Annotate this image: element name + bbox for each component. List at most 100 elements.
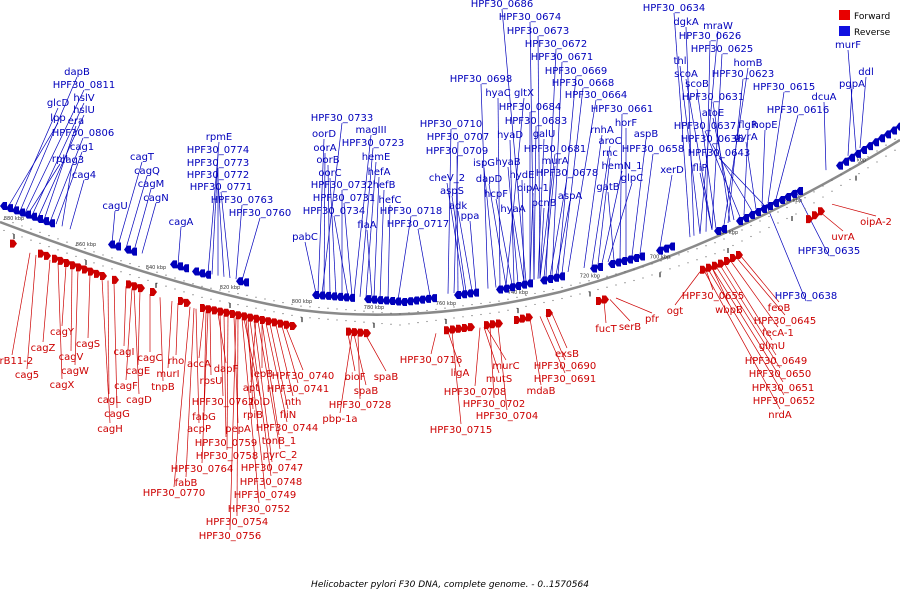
scale-tick-label: 860 kbp (76, 242, 96, 248)
minor-tick (624, 282, 626, 284)
forward-gene-label-exsb: exsB (555, 349, 579, 360)
minor-tick (768, 215, 770, 218)
minor-tick (183, 291, 185, 293)
minor-tick (507, 298, 509, 300)
minor-tick (732, 244, 734, 247)
reverse-gene-label-lpp: lpp (50, 113, 65, 124)
reverse-leader-hpf30-0668 (561, 87, 584, 274)
forward-gene-label-hpf30-0744: HPF30_0744 (256, 423, 318, 434)
reverse-gene-label-hpf30-0718: HPF30_0718 (380, 206, 442, 217)
forward-gene-label-hpf30-0741: HPF30_0741 (267, 384, 329, 395)
reverse-gene-label-dapd: dapD (476, 174, 503, 185)
reverse-leader-hefb (379, 189, 385, 299)
reverse-gene-label-hpf30-0683: HPF30_0683 (505, 116, 567, 127)
forward-leader-murc (485, 326, 507, 361)
minor-tick (3, 229, 5, 232)
reverse-gene-feature (114, 242, 121, 251)
forward-gene-label-liga: ligA (451, 368, 470, 379)
reverse-leader-hpf30-0774 (211, 154, 219, 275)
forward-gene-label-serb: serB (619, 322, 641, 333)
reverse-gene-label-hpf30-0698: HPF30_0698 (450, 74, 512, 85)
forward-gene-label-fold: folD (250, 397, 270, 408)
forward-leader-cagz (42, 259, 51, 343)
reverse-gene-label-murf: murF (835, 40, 861, 51)
forward-gene-label-apt: apt (243, 383, 259, 394)
reverse-leader-gatb (607, 191, 615, 261)
reverse-gene-feature (124, 245, 131, 254)
forward-gene-feature (712, 261, 719, 270)
forward-leader-fold (243, 318, 261, 397)
forward-gene-feature (224, 308, 231, 317)
forward-gene-label-hpf30-0754: HPF30_0754 (206, 517, 268, 528)
forward-leader-cagx (57, 262, 63, 380)
scale-tick-label: 820 kbp (220, 285, 240, 291)
reverse-gene-label-hyaa: hyaA (500, 204, 525, 215)
reverse-gene-feature (748, 211, 755, 219)
reverse-gene-label-hpf30-0684: HPF30_0684 (499, 102, 561, 113)
forward-gene-feature (596, 297, 603, 305)
scale-tick-label: 780 kbp (364, 305, 384, 311)
reverse-gene-feature (638, 252, 645, 261)
reverse-leader-pcnb (539, 207, 545, 279)
reverse-leader-hpf30-0698 (480, 83, 489, 289)
minor-tick (894, 149, 896, 151)
forward-leader-cagl (107, 280, 110, 395)
minor-tick (39, 231, 41, 233)
minor-tick (732, 233, 734, 236)
reverse-gene-feature (312, 290, 319, 299)
reverse-gene-feature (318, 291, 325, 300)
forward-gene-feature (284, 320, 291, 329)
reverse-gene-label-pabc: pabC (292, 232, 318, 243)
minor-tick (588, 291, 590, 293)
reverse-gene-label-cag4: cag4 (72, 170, 96, 181)
minor-tick (399, 324, 401, 326)
forward-gene-feature (38, 249, 45, 258)
reverse-leader-cagq (125, 175, 148, 249)
reverse-leader-caga (177, 226, 182, 265)
reverse-leader-dapd (488, 183, 507, 286)
reverse-gene-label-rnha: rnhA (590, 125, 614, 136)
scale-tick-label: 700 kbp (650, 254, 670, 260)
forward-gene-label-cagg: cagG (104, 409, 130, 420)
forward-gene-feature (254, 314, 261, 323)
reverse-gene-feature (662, 244, 669, 253)
reverse-gene-label-hpf30-0732: HPF30_0732 (311, 180, 373, 191)
forward-leader-pfr (615, 297, 653, 314)
forward-gene-feature (70, 261, 77, 270)
minor-tick (858, 162, 860, 164)
reverse-gene-feature (668, 242, 675, 251)
forward-gene-feature (272, 318, 279, 327)
forward-gene-label-cagd: cagD (126, 395, 152, 406)
minor-tick (174, 288, 176, 290)
forward-leader-cagg (113, 282, 118, 409)
reverse-gene-feature (12, 206, 19, 215)
reverse-gene-label-hpf30-0635: HPF30_0635 (798, 246, 860, 257)
reverse-gene-label-era: era (68, 116, 84, 127)
reverse-gene-feature (860, 146, 867, 154)
reverse-leader-rpme (207, 141, 220, 274)
minor-tick (615, 284, 617, 286)
reverse-leader-dapb (19, 76, 78, 212)
reverse-gene-feature (508, 283, 515, 292)
minor-tick (192, 283, 194, 285)
minor-tick (210, 298, 212, 300)
reverse-gene-label-hefa: hefA (368, 167, 391, 178)
minor-tick (57, 238, 59, 240)
reverse-leader-hefa (373, 176, 380, 298)
forward-leader-hpf30-0740 (285, 327, 304, 371)
reverse-gene-label-rpme: rpmE (206, 132, 233, 143)
reverse-leader-aroc (591, 145, 611, 267)
forward-leader-hpf30-0759 (223, 314, 227, 438)
minor-tick (453, 306, 455, 308)
reverse-gene-label-hpf30-0763: HPF30_0763 (211, 195, 273, 206)
forward-leader-uvra (819, 211, 844, 232)
reverse-gene-feature (108, 240, 115, 249)
reverse-leader-hpf30-0615 (767, 91, 785, 204)
minor-tick (66, 241, 68, 243)
forward-gene-label-cagx: cagX (50, 380, 75, 391)
forward-gene-label-feob: feoB (768, 303, 791, 314)
forward-gene-label-hpf30-0756: HPF30_0756 (199, 531, 261, 542)
forward-gene-feature (100, 272, 107, 280)
forward-leader-hpf30-0764 (201, 311, 209, 464)
forward-gene-feature (514, 315, 521, 324)
